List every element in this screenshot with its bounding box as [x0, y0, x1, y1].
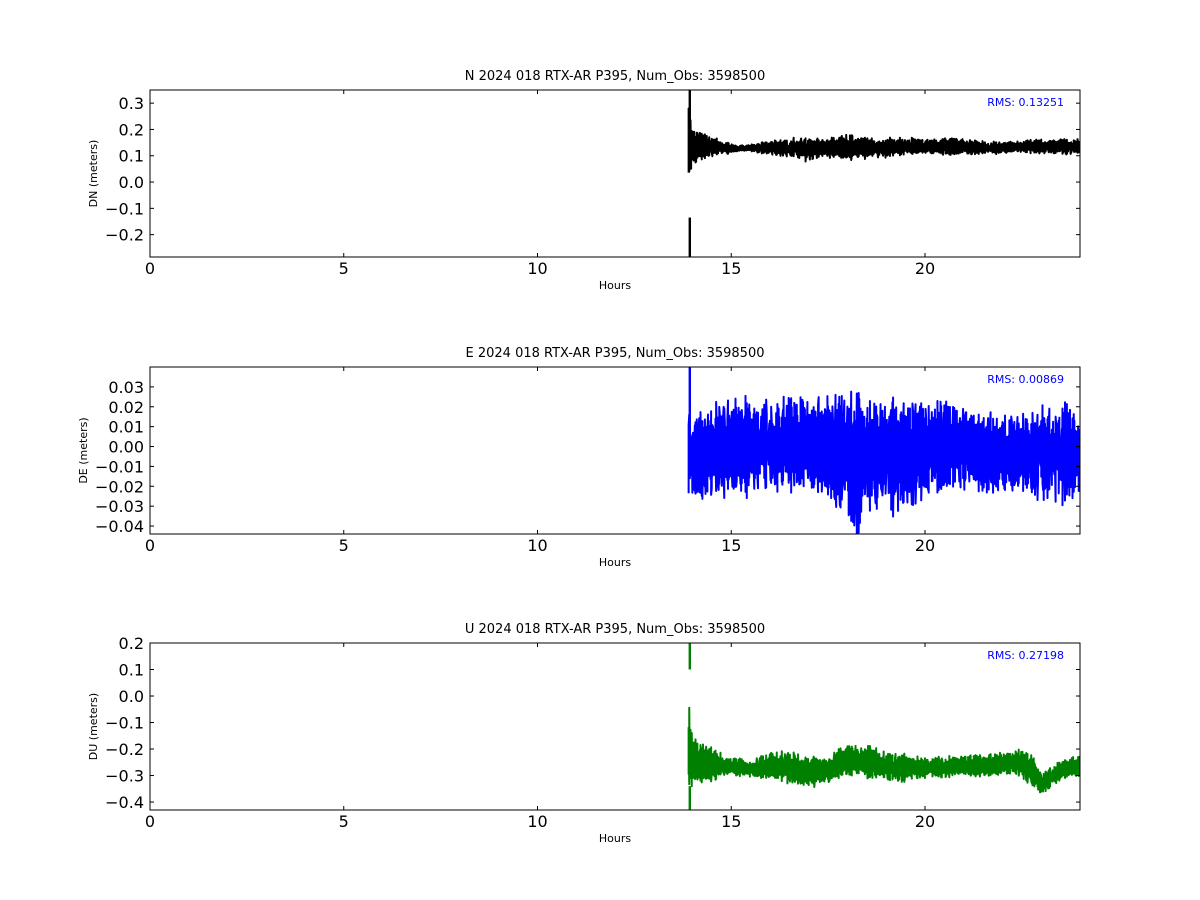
y-tick-label: 0.1 — [119, 147, 144, 166]
series-line — [687, 107, 1080, 173]
axes-frame — [149, 642, 1081, 811]
x-tick-label: 0 — [145, 259, 155, 278]
x-tick-label: 15 — [721, 536, 741, 555]
x-tick-label: 15 — [721, 812, 741, 831]
y-tick-label: 0.0 — [119, 687, 144, 706]
y-tick-label: 0.02 — [108, 398, 144, 417]
panel-east: E 2024 018 RTX-AR P395, Num_Obs: 3598500… — [77, 346, 1081, 569]
y-tick-label: −0.1 — [105, 714, 144, 733]
x-axis-label: Hours — [599, 832, 631, 845]
y-tick-label: 0.00 — [108, 438, 144, 457]
x-tick-label: 5 — [339, 259, 349, 278]
x-axis-label: Hours — [599, 279, 631, 292]
y-tick-label: −0.02 — [95, 477, 144, 496]
x-tick-label: 0 — [145, 536, 155, 555]
y-tick-label: 0.03 — [108, 378, 144, 397]
y-tick-label: 0.0 — [119, 173, 144, 192]
x-tick-label: 0 — [145, 812, 155, 831]
y-tick-label: −0.2 — [105, 740, 144, 759]
axes-frame — [149, 89, 1081, 258]
x-tick-label: 20 — [915, 812, 935, 831]
x-tick-label: 10 — [527, 812, 547, 831]
y-tick-label: 0.3 — [119, 94, 144, 113]
chart-title: U 2024 018 RTX-AR P395, Num_Obs: 3598500 — [465, 622, 765, 637]
y-tick-label: 0.01 — [108, 418, 144, 437]
y-axis-label: DU (meters) — [87, 693, 100, 760]
chart-title: E 2024 018 RTX-AR P395, Num_Obs: 3598500 — [466, 346, 765, 361]
data-trace — [687, 643, 1080, 810]
data-trace — [687, 90, 1080, 257]
y-tick-label: −0.01 — [95, 457, 144, 476]
x-tick-label: 10 — [527, 536, 547, 555]
y-tick-label: −0.3 — [105, 767, 144, 786]
data-trace — [687, 367, 1080, 534]
y-tick-label: 0.1 — [119, 661, 144, 680]
x-tick-label: 10 — [527, 259, 547, 278]
series-line — [687, 390, 1080, 534]
rms-annotation: RMS: 0.00869 — [987, 373, 1064, 386]
y-axis-label: DE (meters) — [77, 417, 90, 483]
y-tick-label: −0.4 — [105, 793, 144, 812]
y-tick-label: −0.1 — [105, 199, 144, 218]
y-tick-label: 0.2 — [119, 120, 144, 139]
x-tick-label: 20 — [915, 536, 935, 555]
panel-up: U 2024 018 RTX-AR P395, Num_Obs: 3598500… — [87, 622, 1081, 845]
x-tick-label: 20 — [915, 259, 935, 278]
panel-north: N 2024 018 RTX-AR P395, Num_Obs: 3598500… — [87, 69, 1081, 292]
y-tick-label: −0.03 — [95, 497, 144, 516]
y-tick-label: 0.2 — [119, 634, 144, 653]
rms-annotation: RMS: 0.27198 — [987, 649, 1064, 662]
axes-frame — [149, 366, 1081, 535]
y-tick-label: −0.2 — [105, 226, 144, 245]
x-tick-label: 5 — [339, 536, 349, 555]
y-tick-label: −0.04 — [95, 517, 144, 536]
x-tick-label: 15 — [721, 259, 741, 278]
y-axis-label: DN (meters) — [87, 140, 100, 208]
x-axis-label: Hours — [599, 556, 631, 569]
chart-title: N 2024 018 RTX-AR P395, Num_Obs: 3598500 — [465, 69, 765, 84]
x-tick-label: 5 — [339, 812, 349, 831]
rms-annotation: RMS: 0.13251 — [987, 96, 1064, 109]
series-line — [687, 706, 1080, 794]
